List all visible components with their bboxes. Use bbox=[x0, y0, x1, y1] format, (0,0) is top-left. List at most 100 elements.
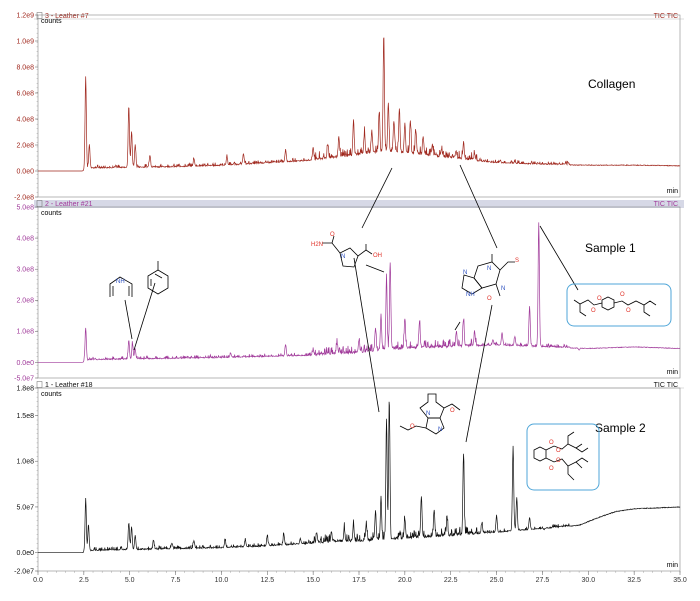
x-tick-label: 30.0 bbox=[581, 577, 595, 584]
y-tick-label: 5.0e7 bbox=[16, 504, 34, 511]
y-tick-label: 0.0e0 bbox=[16, 550, 34, 557]
y-unit-label: counts bbox=[41, 391, 62, 398]
atom-label: O bbox=[626, 308, 631, 314]
x-unit-label: min bbox=[667, 562, 678, 569]
x-tick-label: 25.0 bbox=[490, 577, 504, 584]
atom-label: O bbox=[549, 466, 554, 472]
atom-label: N bbox=[501, 286, 505, 292]
pointer-line bbox=[362, 168, 392, 228]
y-tick-label: 3.0e8 bbox=[16, 266, 34, 273]
bond bbox=[568, 466, 574, 480]
sample-label: Sample 2 bbox=[595, 421, 646, 435]
panel-right-label: TIC TIC bbox=[654, 13, 678, 20]
atom-label: OH bbox=[373, 253, 382, 259]
bond bbox=[580, 304, 586, 316]
bond bbox=[358, 250, 372, 256]
atom-label: NH bbox=[466, 292, 475, 298]
y-tick-label: 1.0e8 bbox=[16, 459, 34, 466]
y-tick-label: -5.0e7 bbox=[14, 375, 34, 382]
x-tick-label: 35.0 bbox=[673, 577, 687, 584]
atom-label: O bbox=[620, 292, 625, 298]
x-tick-label: 32.5 bbox=[627, 577, 641, 584]
atom-label: O bbox=[410, 424, 415, 430]
y-tick-label: 1.0e8 bbox=[16, 329, 34, 336]
pointer-line bbox=[366, 265, 384, 272]
bond bbox=[500, 262, 515, 270]
benzene-ring bbox=[602, 297, 614, 310]
highlight-box bbox=[527, 424, 599, 490]
atom-label: O bbox=[556, 458, 561, 464]
atom-label: N bbox=[426, 411, 430, 417]
bond bbox=[644, 305, 650, 316]
pointer-line bbox=[540, 226, 578, 290]
atom-label: O bbox=[450, 408, 455, 414]
sample-label: Collagen bbox=[588, 77, 635, 91]
y-tick-label: -2.0e7 bbox=[14, 568, 34, 575]
x-tick-label: 27.5 bbox=[536, 577, 550, 584]
atom-label: S bbox=[515, 258, 519, 264]
pointer-line bbox=[455, 322, 460, 330]
y-tick-label: 4.0e8 bbox=[16, 235, 34, 242]
x-tick-label: 5.0 bbox=[125, 577, 135, 584]
y-tick-label: 6.0e8 bbox=[16, 90, 34, 97]
series-trace bbox=[38, 222, 680, 362]
x-unit-label: min bbox=[667, 188, 678, 195]
atom-label: N bbox=[438, 427, 442, 433]
atom-label: N bbox=[487, 266, 491, 272]
bond bbox=[568, 432, 574, 444]
bond bbox=[496, 284, 500, 296]
x-tick-label: 0.0 bbox=[33, 577, 43, 584]
y-tick-label: 1.8e8 bbox=[16, 385, 34, 392]
atom-label: O bbox=[330, 232, 335, 238]
x-tick-label: 2.5 bbox=[79, 577, 89, 584]
atom-label: N bbox=[463, 270, 467, 276]
bond bbox=[576, 448, 588, 452]
y-tick-label: 0.0e0 bbox=[16, 168, 34, 175]
x-unit-label: min bbox=[667, 369, 678, 376]
y-tick-label: 1.5e8 bbox=[16, 413, 34, 420]
y-tick-label: -2.0e8 bbox=[14, 194, 34, 201]
pointer-line bbox=[125, 300, 132, 339]
sample-label: Sample 1 bbox=[585, 241, 636, 255]
atom-label: O bbox=[487, 296, 492, 302]
atom-label: O bbox=[549, 440, 554, 446]
series-trace bbox=[38, 38, 680, 171]
x-tick-label: 20.0 bbox=[398, 577, 412, 584]
pointer-line bbox=[134, 283, 155, 350]
bond bbox=[322, 243, 340, 253]
y-tick-label: 4.0e8 bbox=[16, 116, 34, 123]
x-tick-label: 7.5 bbox=[171, 577, 181, 584]
y-unit-label: counts bbox=[41, 210, 62, 217]
structure-phthalate bbox=[527, 424, 599, 490]
x-tick-label: 15.0 bbox=[306, 577, 320, 584]
bond bbox=[614, 301, 656, 305]
y-tick-label: 2.0e8 bbox=[16, 142, 34, 149]
y-unit-label: counts bbox=[41, 18, 62, 25]
x-tick-label: 12.5 bbox=[260, 577, 274, 584]
plot-frame bbox=[38, 15, 680, 197]
y-tick-label: 2.0e8 bbox=[16, 298, 34, 305]
atom-label: O bbox=[591, 308, 596, 314]
x-tick-label: 17.5 bbox=[352, 577, 366, 584]
structure-purine bbox=[462, 262, 500, 294]
x-tick-label: 10.0 bbox=[215, 577, 229, 584]
y-tick-label: 5.0e8 bbox=[16, 204, 34, 211]
atom-label: O bbox=[597, 296, 602, 302]
y-tick-label: 1.0e9 bbox=[16, 38, 34, 45]
pointer-line bbox=[466, 305, 492, 442]
double-bond bbox=[155, 274, 162, 278]
benzene-ring bbox=[534, 447, 546, 461]
panel-marker bbox=[37, 382, 42, 388]
y-tick-label: 0.0e0 bbox=[16, 360, 34, 367]
bond bbox=[576, 458, 588, 462]
y-tick-label: 8.0e8 bbox=[16, 64, 34, 71]
atom-label: H2N bbox=[311, 242, 323, 248]
atom-label: O bbox=[556, 448, 561, 454]
x-tick-label: 22.5 bbox=[444, 577, 458, 584]
bicyclic-ring bbox=[420, 394, 444, 418]
